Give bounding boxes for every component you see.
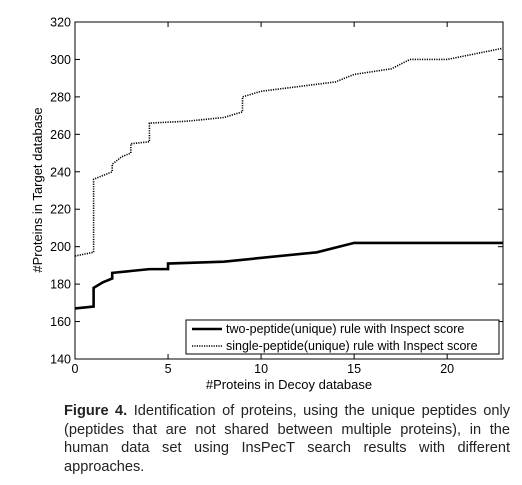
plot-frame xyxy=(74,21,504,360)
y-tick-label: 140 xyxy=(50,353,71,367)
y-axis-label: #Proteins in Target database xyxy=(30,107,45,272)
y-tick-label: 240 xyxy=(50,165,71,179)
x-tick-label: 20 xyxy=(440,362,454,376)
y-tick-label: 160 xyxy=(50,315,71,329)
x-tick-label: 5 xyxy=(165,362,172,376)
legend: two-peptide(unique) rule with Inspect sc… xyxy=(185,319,500,355)
x-tick-label: 15 xyxy=(347,362,361,376)
legend-entry-single-peptide: single-peptide(unique) rule with Inspect… xyxy=(226,339,478,353)
x-tick-label: 10 xyxy=(254,362,268,376)
y-tick-label: 280 xyxy=(50,90,71,104)
line-chart: 0 5 10 15 20 140 160 180 200 220 240 260 280 300 320 #… xyxy=(30,16,504,392)
series-line-two-peptide xyxy=(74,241,503,310)
plot-area xyxy=(75,22,503,359)
legend-box xyxy=(185,319,500,355)
y-tick-label: 180 xyxy=(50,278,71,292)
caption-label: Figure 4. xyxy=(64,403,128,419)
series-layer xyxy=(74,47,504,310)
y-tick-label: 300 xyxy=(50,53,71,67)
tick-layer: 0 5 10 15 20 140 160 180 200 220 240 260 280 300 320 xyxy=(50,16,503,376)
y-tick-label: 220 xyxy=(50,203,71,217)
caption-text: Identification of proteins, using the un… xyxy=(64,403,510,475)
x-axis-label: #Proteins in Decoy database xyxy=(206,377,372,392)
series-line-single-peptide xyxy=(74,47,504,257)
x-tick-label: 0 xyxy=(72,362,79,376)
y-tick-label: 320 xyxy=(50,16,71,30)
figure-caption: Figure 4. Identification of proteins, us… xyxy=(64,402,510,476)
y-tick-label: 260 xyxy=(50,128,71,142)
y-tick-label: 200 xyxy=(50,240,71,254)
legend-entry-two-peptide: two-peptide(unique) rule with Inspect sc… xyxy=(226,322,464,336)
